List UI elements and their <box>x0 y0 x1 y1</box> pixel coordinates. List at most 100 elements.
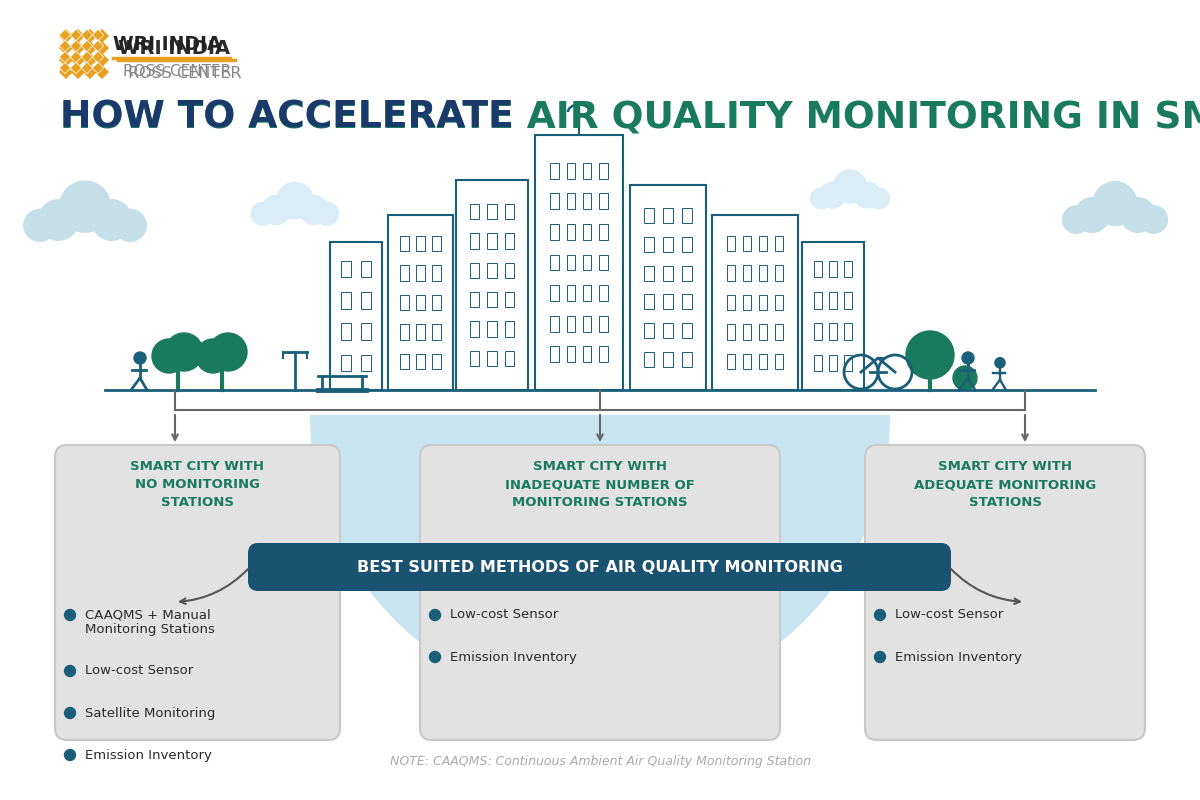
Text: SMART CITY WITH
NO MONITORING
STATIONS: SMART CITY WITH NO MONITORING STATIONS <box>131 460 264 509</box>
Text: SMART CITY WITH
ADEQUATE MONITORING
STATIONS: SMART CITY WITH ADEQUATE MONITORING STAT… <box>914 460 1096 509</box>
Bar <box>599 346 607 362</box>
Text: Low-cost Sensor: Low-cost Sensor <box>450 609 558 622</box>
Bar <box>829 292 836 309</box>
Bar <box>630 185 706 390</box>
Text: CAAQMS + Manual: CAAQMS + Manual <box>85 609 211 622</box>
Bar <box>664 294 673 310</box>
Bar <box>775 236 784 251</box>
Circle shape <box>152 339 186 373</box>
Bar <box>814 292 822 309</box>
Wedge shape <box>310 415 890 705</box>
FancyBboxPatch shape <box>71 41 85 55</box>
Bar <box>664 323 673 338</box>
Bar <box>727 354 736 369</box>
Text: HOW TO ACCELERATE: HOW TO ACCELERATE <box>60 100 527 136</box>
Bar <box>829 323 836 340</box>
Bar <box>682 208 691 223</box>
Bar <box>583 346 592 362</box>
Text: Low-cost Sensor: Low-cost Sensor <box>895 609 1003 622</box>
Bar <box>758 236 767 251</box>
Bar <box>814 354 822 370</box>
Bar <box>341 354 352 370</box>
FancyBboxPatch shape <box>83 65 97 79</box>
Bar <box>59 62 71 74</box>
FancyBboxPatch shape <box>95 65 109 79</box>
Bar <box>59 30 71 41</box>
Bar <box>727 266 736 281</box>
Bar <box>644 208 654 223</box>
Bar <box>775 266 784 281</box>
Bar <box>566 224 575 240</box>
Bar <box>487 322 497 337</box>
Circle shape <box>38 200 79 240</box>
Text: BEST SUITED METHODS OF AIR QUALITY MONITORING: BEST SUITED METHODS OF AIR QUALITY MONIT… <box>356 559 842 574</box>
Bar <box>551 194 559 210</box>
Bar <box>664 208 673 223</box>
Text: Monitoring Stations: Monitoring Stations <box>85 623 215 637</box>
Bar <box>401 295 409 310</box>
Bar <box>416 236 425 251</box>
Bar <box>82 51 92 62</box>
Circle shape <box>875 610 886 621</box>
FancyBboxPatch shape <box>71 65 85 79</box>
Circle shape <box>1121 198 1156 232</box>
FancyBboxPatch shape <box>59 53 73 67</box>
Bar <box>341 262 352 278</box>
Circle shape <box>953 366 977 390</box>
Bar <box>727 324 736 339</box>
Bar <box>682 323 691 338</box>
Bar <box>775 295 784 310</box>
Circle shape <box>1075 198 1110 232</box>
Circle shape <box>251 202 274 225</box>
Bar <box>682 294 691 310</box>
FancyBboxPatch shape <box>59 29 73 43</box>
Bar <box>845 292 852 309</box>
Circle shape <box>834 170 866 203</box>
Bar <box>583 254 592 270</box>
Circle shape <box>906 331 954 379</box>
Bar <box>71 40 82 52</box>
Text: Emission Inventory: Emission Inventory <box>895 650 1022 663</box>
Bar <box>664 352 673 366</box>
Circle shape <box>869 188 889 209</box>
Bar <box>845 323 852 340</box>
Text: NOTE: CAAQMS: Continuous Ambient Air Quality Monitoring Station: NOTE: CAAQMS: Continuous Ambient Air Qua… <box>390 755 810 769</box>
Bar <box>845 354 852 370</box>
Bar <box>401 236 409 251</box>
Bar <box>743 354 751 369</box>
Bar <box>432 324 440 339</box>
FancyBboxPatch shape <box>55 445 340 740</box>
Circle shape <box>65 666 76 677</box>
Bar <box>92 30 103 41</box>
Bar <box>361 323 371 340</box>
Bar <box>401 324 409 339</box>
Bar <box>82 40 92 52</box>
Text: ROSS CENTER: ROSS CENTER <box>124 65 232 79</box>
Bar <box>566 254 575 270</box>
Bar <box>505 322 515 337</box>
FancyBboxPatch shape <box>95 41 109 55</box>
Bar <box>814 323 822 340</box>
Bar <box>92 51 103 62</box>
Bar <box>758 354 767 369</box>
Bar <box>644 352 654 366</box>
Bar <box>505 204 515 219</box>
Bar <box>644 294 654 310</box>
Circle shape <box>114 210 146 242</box>
Bar <box>644 266 654 281</box>
Circle shape <box>854 182 880 208</box>
Bar <box>775 354 784 369</box>
Text: ROSS CENTER: ROSS CENTER <box>128 66 241 82</box>
Bar <box>487 351 497 366</box>
Bar <box>505 262 515 278</box>
FancyBboxPatch shape <box>59 41 73 55</box>
Text: SMART CITY WITH
INADEQUATE NUMBER OF
MONITORING STATIONS: SMART CITY WITH INADEQUATE NUMBER OF MON… <box>505 460 695 509</box>
Bar <box>535 135 623 390</box>
Bar <box>551 285 559 301</box>
Bar <box>361 354 371 370</box>
FancyBboxPatch shape <box>420 445 780 740</box>
Bar <box>743 236 751 251</box>
Bar <box>583 316 592 332</box>
Bar <box>829 354 836 370</box>
Circle shape <box>134 352 146 364</box>
